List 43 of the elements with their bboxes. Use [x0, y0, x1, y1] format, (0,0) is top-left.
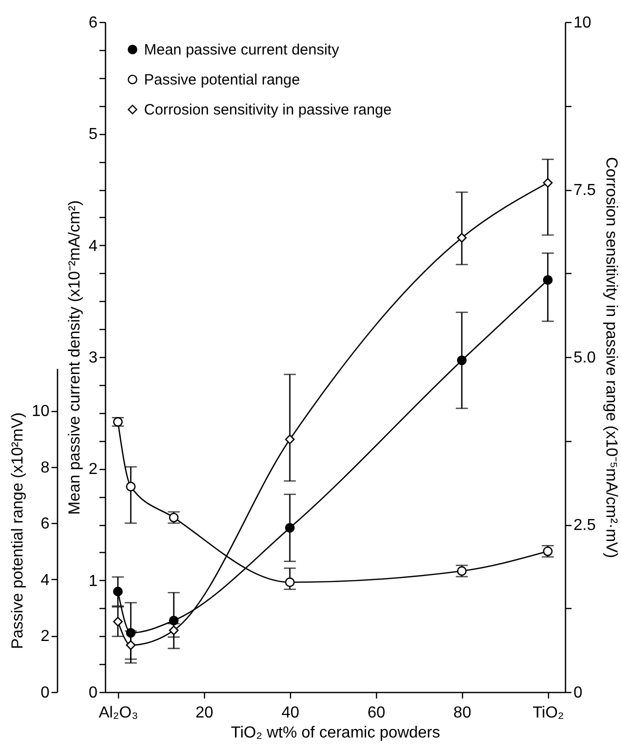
y3-tick-label: 4: [40, 572, 50, 589]
y3-tick-label: 8: [40, 459, 50, 476]
point: [542, 178, 553, 188]
point: [113, 586, 123, 596]
point: [126, 640, 136, 650]
y3-tick-label: 6: [40, 516, 50, 533]
y3-tick-label: 10: [32, 403, 50, 420]
x-axis-title: TiO₂ wt% of ceramic powders: [230, 724, 440, 742]
legend-label: Mean passive current density: [144, 42, 340, 58]
y-tick-label: 6: [88, 14, 98, 32]
point: [285, 434, 295, 444]
y-axis-title: Mean passive current density (x10⁻²mA/cm²): [66, 200, 84, 515]
x-tick-label: 40: [281, 704, 300, 722]
x-tick-label: 80: [453, 704, 472, 722]
y2-axis-title: Corrosion sensitivity in passive range (x10⁻⁵mA/cm²·mV): [602, 156, 620, 558]
y-tick-label: 3: [88, 350, 98, 366]
y-tick-label: 1: [88, 572, 98, 590]
y3-axis-title: Passive potential range (x10²mV): [10, 412, 27, 649]
legend-label: Corrosion sensitivity in passive range: [144, 102, 392, 118]
y3-tick-label: 0: [40, 684, 50, 702]
y-tick-label: 0: [88, 684, 98, 702]
y-tick-label: 4: [88, 238, 98, 255]
y2-tick-label: 7.5: [574, 182, 596, 199]
y3-tick-label: 2: [40, 628, 50, 646]
point: [168, 626, 179, 636]
x-tick-label: TiO₂: [532, 704, 564, 722]
y2-tick-label: 2.5: [574, 517, 596, 534]
point: [285, 577, 295, 588]
legend-label: Passive potential range: [144, 72, 300, 88]
point: [285, 523, 295, 533]
y2-tick-label: 0: [574, 684, 582, 702]
x-tick-label: 20: [195, 704, 214, 722]
y-tick-label: 2: [88, 461, 98, 478]
x-tick-label: Al₂O₃: [98, 704, 138, 722]
x-tick-label: 60: [367, 704, 386, 722]
y-tick-label: 5: [88, 126, 98, 144]
point: [113, 616, 123, 626]
point: [456, 356, 467, 366]
y2-tick-label: 5.0: [574, 350, 596, 366]
point: [126, 482, 136, 492]
point: [542, 275, 553, 285]
point: [456, 232, 467, 243]
y2-tick-label: 10: [574, 14, 592, 32]
